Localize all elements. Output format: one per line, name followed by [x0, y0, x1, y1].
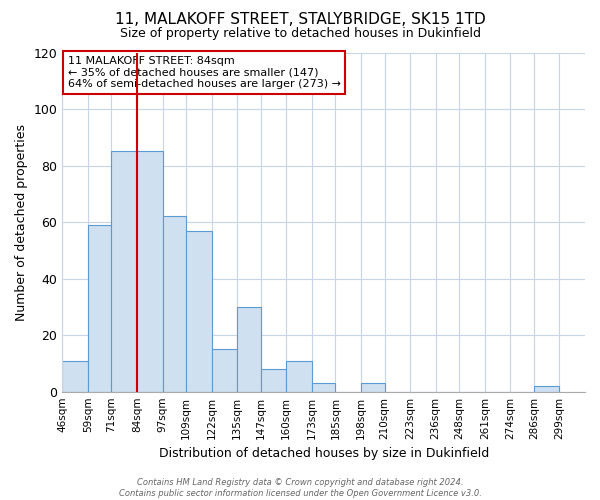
Bar [137, 152, 163, 392]
Bar [534, 386, 559, 392]
Y-axis label: Number of detached properties: Number of detached properties [15, 124, 28, 320]
Text: Size of property relative to detached houses in Dukinfield: Size of property relative to detached ho… [119, 28, 481, 40]
Bar [261, 369, 286, 392]
Bar [112, 152, 137, 392]
X-axis label: Distribution of detached houses by size in Dukinfield: Distribution of detached houses by size … [158, 447, 489, 460]
Bar [237, 307, 261, 392]
Text: Contains HM Land Registry data © Crown copyright and database right 2024.
Contai: Contains HM Land Registry data © Crown c… [119, 478, 481, 498]
Text: 11, MALAKOFF STREET, STALYBRIDGE, SK15 1TD: 11, MALAKOFF STREET, STALYBRIDGE, SK15 1… [115, 12, 485, 28]
Bar [62, 360, 88, 392]
Text: 11 MALAKOFF STREET: 84sqm
← 35% of detached houses are smaller (147)
64% of semi: 11 MALAKOFF STREET: 84sqm ← 35% of detac… [68, 56, 341, 89]
Bar [88, 225, 112, 392]
Bar [186, 230, 212, 392]
Bar [163, 216, 186, 392]
Bar [212, 350, 237, 392]
Bar [286, 360, 312, 392]
Bar [312, 383, 335, 392]
Bar [361, 383, 385, 392]
